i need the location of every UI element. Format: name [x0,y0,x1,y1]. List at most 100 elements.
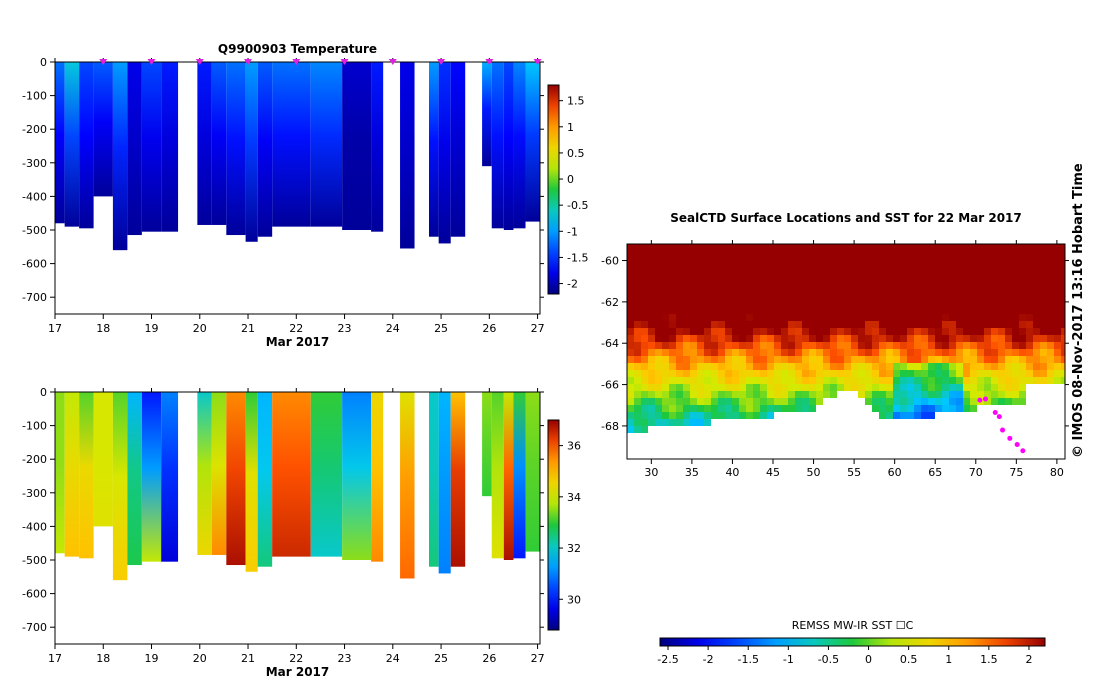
sst-cell [746,412,753,419]
profile-bar [112,392,128,581]
sst-cell [683,272,690,279]
sst-cell [788,293,795,300]
sst-cell [837,314,844,321]
sst-cell [928,307,935,314]
sst-cell [753,349,760,356]
sst-cell [690,300,697,307]
sst-cell [879,356,886,363]
sst-cell [746,398,753,405]
colorbar-tick-label: 1.5 [567,95,585,108]
sst-cell [1047,293,1054,300]
sst-cell [1033,363,1040,370]
sst-cell [683,321,690,328]
sst-cell [774,272,781,279]
sst-cell [872,251,879,258]
sst-cell [774,377,781,384]
profile-bar [342,62,372,230]
sst-cell [1047,279,1054,286]
sst-cell [858,293,865,300]
sst-cell [718,251,725,258]
sst-cell [893,356,900,363]
sst-cell [781,251,788,258]
sst-cell [746,342,753,349]
sst-cell [907,314,914,321]
sst-cell [942,391,949,398]
colorbar-tick-label: 0.5 [567,147,585,160]
sst-cell [788,377,795,384]
sst-cell [830,384,837,391]
sst-cell [816,272,823,279]
sst-cell [655,258,662,265]
sst-cell [627,349,634,356]
sst-cell [1040,286,1047,293]
sst-cell [725,272,732,279]
sst-cell [830,279,837,286]
profile-bar [79,392,94,559]
sst-cell [1019,272,1026,279]
sst-cell [879,370,886,377]
x-tick-label: 24 [386,652,400,665]
sst-cell [697,251,704,258]
sst-cell [627,377,634,384]
sst-cell [718,349,725,356]
sst-cell [746,279,753,286]
sst-cell [865,328,872,335]
sst-cell [823,314,830,321]
sst-cell [879,363,886,370]
sst-cell [634,293,641,300]
colorbar-tick-label: -1 [783,653,794,666]
sst-cell [872,377,879,384]
sst-cell [963,356,970,363]
sst-cell [914,363,921,370]
sst-cell [907,265,914,272]
x-tick-label: 22 [289,652,303,665]
sst-cell [928,335,935,342]
sst-cell [949,349,956,356]
sst-cell [690,328,697,335]
sst-cell [900,307,907,314]
sst-cell [753,398,760,405]
sst-cell [725,300,732,307]
sst-cell [844,307,851,314]
sst-cell [641,286,648,293]
sst-cell [795,328,802,335]
sst-cell [998,384,1005,391]
sst-cell [865,300,872,307]
sst-cell [732,300,739,307]
sst-cell [1026,328,1033,335]
sst-cell [746,391,753,398]
sst-cell [1019,342,1026,349]
sst-cell [760,265,767,272]
sst-cell [641,293,648,300]
sst-cell [676,314,683,321]
sst-cell [683,412,690,419]
sst-cell [669,405,676,412]
sst-cell [634,426,641,433]
sst-cell [1033,265,1040,272]
sst-cell [1033,258,1040,265]
sst-cell [767,405,774,412]
sst-cell [1019,328,1026,335]
sst-cell [767,258,774,265]
sst-cell [704,272,711,279]
sst-cell [802,265,809,272]
sst-cell [907,384,914,391]
sst-cell [802,356,809,363]
sst-cell [1061,314,1065,321]
sst-cell [984,286,991,293]
sst-cell [830,349,837,356]
y-tick-label: -400 [22,190,47,203]
sst-cell [970,335,977,342]
sst-cell [809,328,816,335]
sst-cell [634,272,641,279]
sst-cell [886,328,893,335]
sst-cell [746,370,753,377]
sst-cell [1026,335,1033,342]
sst-cell [634,349,641,356]
sst-cell [907,286,914,293]
sst-cell [781,265,788,272]
sst-cell [816,244,823,251]
profile-bar [450,392,466,567]
sst-cell [760,391,767,398]
